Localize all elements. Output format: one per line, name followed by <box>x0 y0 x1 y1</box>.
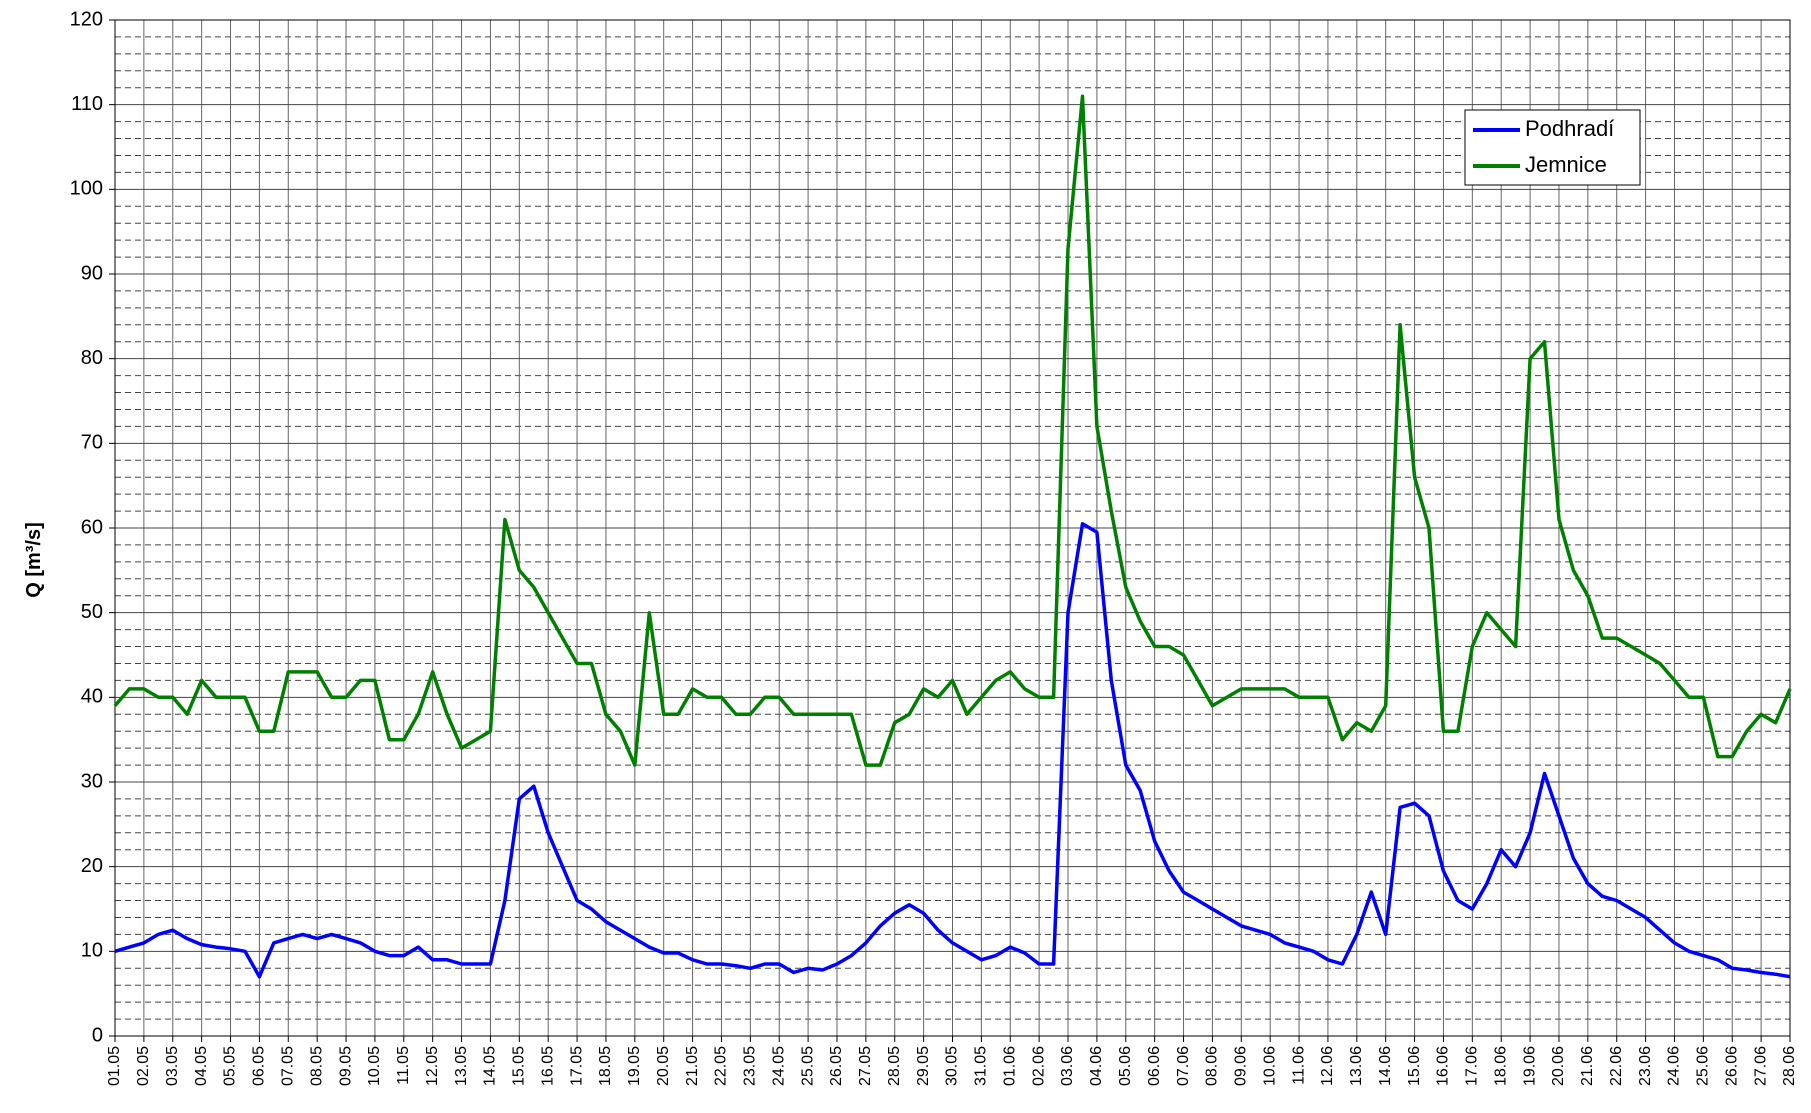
y-tick-label: 10 <box>81 940 103 962</box>
x-tick-label: 28.06 <box>1781 1046 1798 1086</box>
x-tick-label: 30.05 <box>944 1046 961 1086</box>
x-tick-label: 05.06 <box>1117 1046 1134 1086</box>
y-tick-label: 20 <box>81 855 103 877</box>
x-tick-label: 24.06 <box>1666 1046 1683 1086</box>
x-tick-label: 19.06 <box>1521 1046 1538 1086</box>
y-tick-label: 110 <box>71 93 103 115</box>
x-tick-label: 10.06 <box>1261 1046 1278 1086</box>
y-tick-label: 50 <box>81 601 103 623</box>
x-tick-label: 15.05 <box>511 1046 528 1086</box>
x-tick-label: 12.05 <box>424 1046 441 1086</box>
x-tick-label: 19.05 <box>626 1046 643 1086</box>
x-tick-label: 21.06 <box>1579 1046 1596 1086</box>
legend-label: Jemnice <box>1525 152 1607 177</box>
x-tick-label: 18.05 <box>597 1046 614 1086</box>
y-tick-label: 80 <box>81 347 103 369</box>
x-tick-label: 17.06 <box>1464 1046 1481 1086</box>
x-tick-label: 08.05 <box>308 1046 325 1086</box>
x-tick-label: 11.05 <box>395 1046 412 1085</box>
x-tick-label: 27.06 <box>1752 1046 1769 1086</box>
x-tick-label: 18.06 <box>1492 1046 1509 1086</box>
data-line <box>114 522 1791 979</box>
x-tick-label: 05.05 <box>222 1046 239 1086</box>
legend-label: Podhradí <box>1525 116 1614 141</box>
x-tick-label: 29.05 <box>915 1046 932 1086</box>
plot-frame <box>114 19 1791 1037</box>
x-tick-label: 12.06 <box>1319 1046 1336 1086</box>
x-tick-label: 24.05 <box>770 1046 787 1086</box>
x-tick-label: 14.05 <box>482 1046 499 1086</box>
x-tick-label: 13.05 <box>453 1046 470 1086</box>
x-tick-label: 02.06 <box>1030 1046 1047 1086</box>
x-tick-label: 22.06 <box>1608 1046 1625 1086</box>
y-tick-label: 60 <box>81 516 103 538</box>
x-tick-label: 04.06 <box>1088 1046 1105 1086</box>
x-tick-label: 03.06 <box>1059 1046 1076 1086</box>
data-line <box>113 94 1792 767</box>
x-tick-label: 23.05 <box>742 1046 759 1086</box>
y-tick-label: 0 <box>92 1024 103 1046</box>
x-tick-label: 20.06 <box>1550 1046 1567 1086</box>
x-tick-label: 15.06 <box>1406 1046 1423 1086</box>
x-tick-label: 23.06 <box>1637 1046 1654 1086</box>
y-tick-label: 120 <box>70 8 103 30</box>
x-tick-label: 22.05 <box>713 1046 730 1086</box>
x-tick-label: 07.06 <box>1175 1046 1192 1086</box>
x-tick-label: 11.06 <box>1290 1046 1307 1085</box>
y-tick-label: 30 <box>81 770 103 792</box>
legend-box <box>1464 109 1641 186</box>
x-tick-label: 06.06 <box>1146 1046 1163 1086</box>
x-tick-label: 09.05 <box>337 1046 354 1086</box>
x-tick-label: 25.05 <box>799 1046 816 1086</box>
x-tick-label: 01.05 <box>106 1046 123 1086</box>
x-tick-label: 10.05 <box>366 1046 383 1086</box>
x-tick-label: 07.05 <box>279 1046 296 1086</box>
x-tick-label: 20.05 <box>655 1046 672 1086</box>
x-tick-label: 13.06 <box>1348 1046 1365 1086</box>
x-tick-label: 26.06 <box>1723 1046 1740 1086</box>
y-tick-label: 90 <box>81 262 103 284</box>
x-tick-label: 04.05 <box>193 1046 210 1086</box>
y-axis-label: Q [m³/s] <box>23 522 45 598</box>
y-tick-label: 40 <box>81 686 103 708</box>
x-tick-label: 26.05 <box>828 1046 845 1086</box>
x-tick-label: 27.05 <box>857 1046 874 1086</box>
x-tick-label: 03.05 <box>164 1046 181 1086</box>
x-tick-label: 14.06 <box>1377 1046 1394 1086</box>
x-tick-label: 31.05 <box>973 1046 990 1086</box>
x-tick-label: 28.05 <box>886 1046 903 1086</box>
x-tick-label: 17.05 <box>568 1046 585 1086</box>
x-tick-label: 16.05 <box>539 1046 556 1086</box>
x-tick-label: 09.06 <box>1233 1046 1250 1086</box>
y-tick-label: 100 <box>70 178 103 200</box>
x-tick-label: 16.06 <box>1435 1046 1452 1086</box>
x-tick-label: 25.06 <box>1695 1046 1712 1086</box>
x-tick-label: 21.05 <box>684 1046 701 1086</box>
x-tick-label: 01.06 <box>1001 1046 1018 1086</box>
y-tick-label: 70 <box>81 432 103 454</box>
x-tick-label: 06.05 <box>251 1046 268 1086</box>
x-tick-label: 02.05 <box>135 1046 152 1086</box>
x-tick-label: 08.06 <box>1204 1046 1221 1086</box>
